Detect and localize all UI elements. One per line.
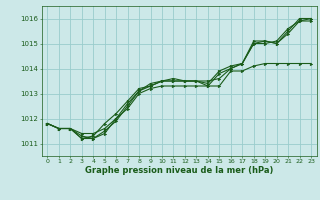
X-axis label: Graphe pression niveau de la mer (hPa): Graphe pression niveau de la mer (hPa) [85,166,273,175]
